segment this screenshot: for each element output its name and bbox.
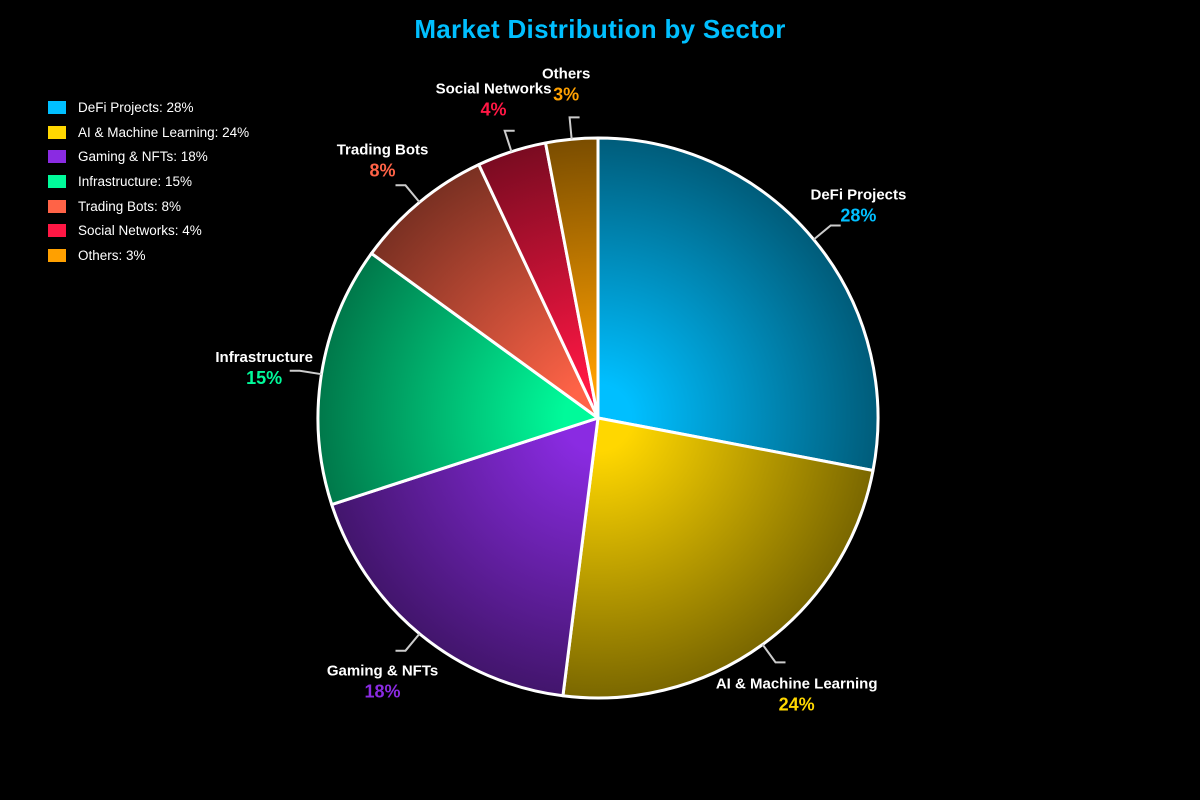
legend-label: Infrastructure: 15% bbox=[78, 173, 193, 189]
legend-item[interactable]: Social Networks: 4% bbox=[48, 218, 249, 243]
slice-pct-infrastructure: 15% bbox=[246, 368, 282, 388]
legend-label: AI & Machine Learning: 24% bbox=[78, 124, 250, 140]
legend-label: Others: 3% bbox=[78, 247, 146, 263]
legend-swatch bbox=[48, 248, 66, 262]
legend-item[interactable]: DeFi Projects: 28% bbox=[48, 95, 249, 120]
pie-slice-ai-machine-learning[interactable] bbox=[561, 416, 875, 700]
slice-pct-gaming-nfts: 18% bbox=[365, 681, 401, 701]
slice-pct-others: 3% bbox=[553, 85, 579, 105]
leader-line-defi-projects bbox=[813, 224, 841, 241]
slice-pct-trading-bots: 8% bbox=[370, 161, 396, 181]
pie-slice-infrastructure[interactable] bbox=[316, 251, 600, 507]
legend-swatch bbox=[48, 224, 66, 238]
pie-slice-gaming-nfts[interactable] bbox=[330, 416, 600, 698]
slice-label-trading-bots: Trading Bots bbox=[337, 142, 429, 159]
legend-swatch bbox=[48, 100, 66, 114]
slice-pct-defi-projects: 28% bbox=[840, 206, 876, 226]
slice-label-defi-projects: DeFi Projects bbox=[810, 187, 906, 204]
slice-label-infrastructure: Infrastructure bbox=[215, 349, 313, 366]
leader-line-social-networks bbox=[503, 129, 515, 153]
slice-label-ai-machine-learning: AI & Machine Learning bbox=[716, 675, 878, 692]
slice-label-social-networks: Social Networks bbox=[436, 81, 552, 98]
slice-label-others: Others bbox=[542, 66, 590, 83]
legend-swatch bbox=[48, 174, 66, 188]
leader-line-ai-machine-learning bbox=[761, 643, 786, 664]
legend-label: Trading Bots: 8% bbox=[78, 198, 182, 214]
leader-line-trading-bots bbox=[395, 184, 421, 203]
slice-label-gaming-nfts: Gaming & NFTs bbox=[327, 662, 438, 679]
legend-swatch bbox=[48, 150, 66, 164]
leader-line-infrastructure bbox=[289, 369, 322, 376]
pie-slice-others[interactable] bbox=[544, 136, 600, 420]
legend-item[interactable]: Others: 3% bbox=[48, 243, 249, 268]
legend-label: Social Networks: 4% bbox=[78, 223, 202, 239]
legend-swatch bbox=[48, 199, 66, 213]
slice-pct-ai-machine-learning: 24% bbox=[779, 694, 815, 714]
legend-item[interactable]: Gaming & NFTs: 18% bbox=[48, 144, 249, 169]
legend-label: DeFi Projects: 28% bbox=[78, 99, 194, 115]
legend-item[interactable]: Infrastructure: 15% bbox=[48, 169, 249, 194]
legend-label: Gaming & NFTs: 18% bbox=[78, 149, 208, 165]
legend: DeFi Projects: 28% AI & Machine Learning:… bbox=[48, 95, 249, 268]
leader-line-gaming-nfts bbox=[395, 633, 421, 652]
slice-pct-social-networks: 4% bbox=[481, 100, 507, 120]
chart-title: Market Distribution by Sector bbox=[414, 14, 786, 44]
leader-line-others bbox=[568, 116, 580, 140]
legend-item[interactable]: Trading Bots: 8% bbox=[48, 194, 249, 219]
pie-slice-defi-projects[interactable] bbox=[596, 136, 880, 472]
legend-item[interactable]: AI & Machine Learning: 24% bbox=[48, 120, 249, 145]
pie-slice-trading-bots[interactable] bbox=[369, 163, 600, 420]
legend-swatch bbox=[48, 125, 66, 139]
